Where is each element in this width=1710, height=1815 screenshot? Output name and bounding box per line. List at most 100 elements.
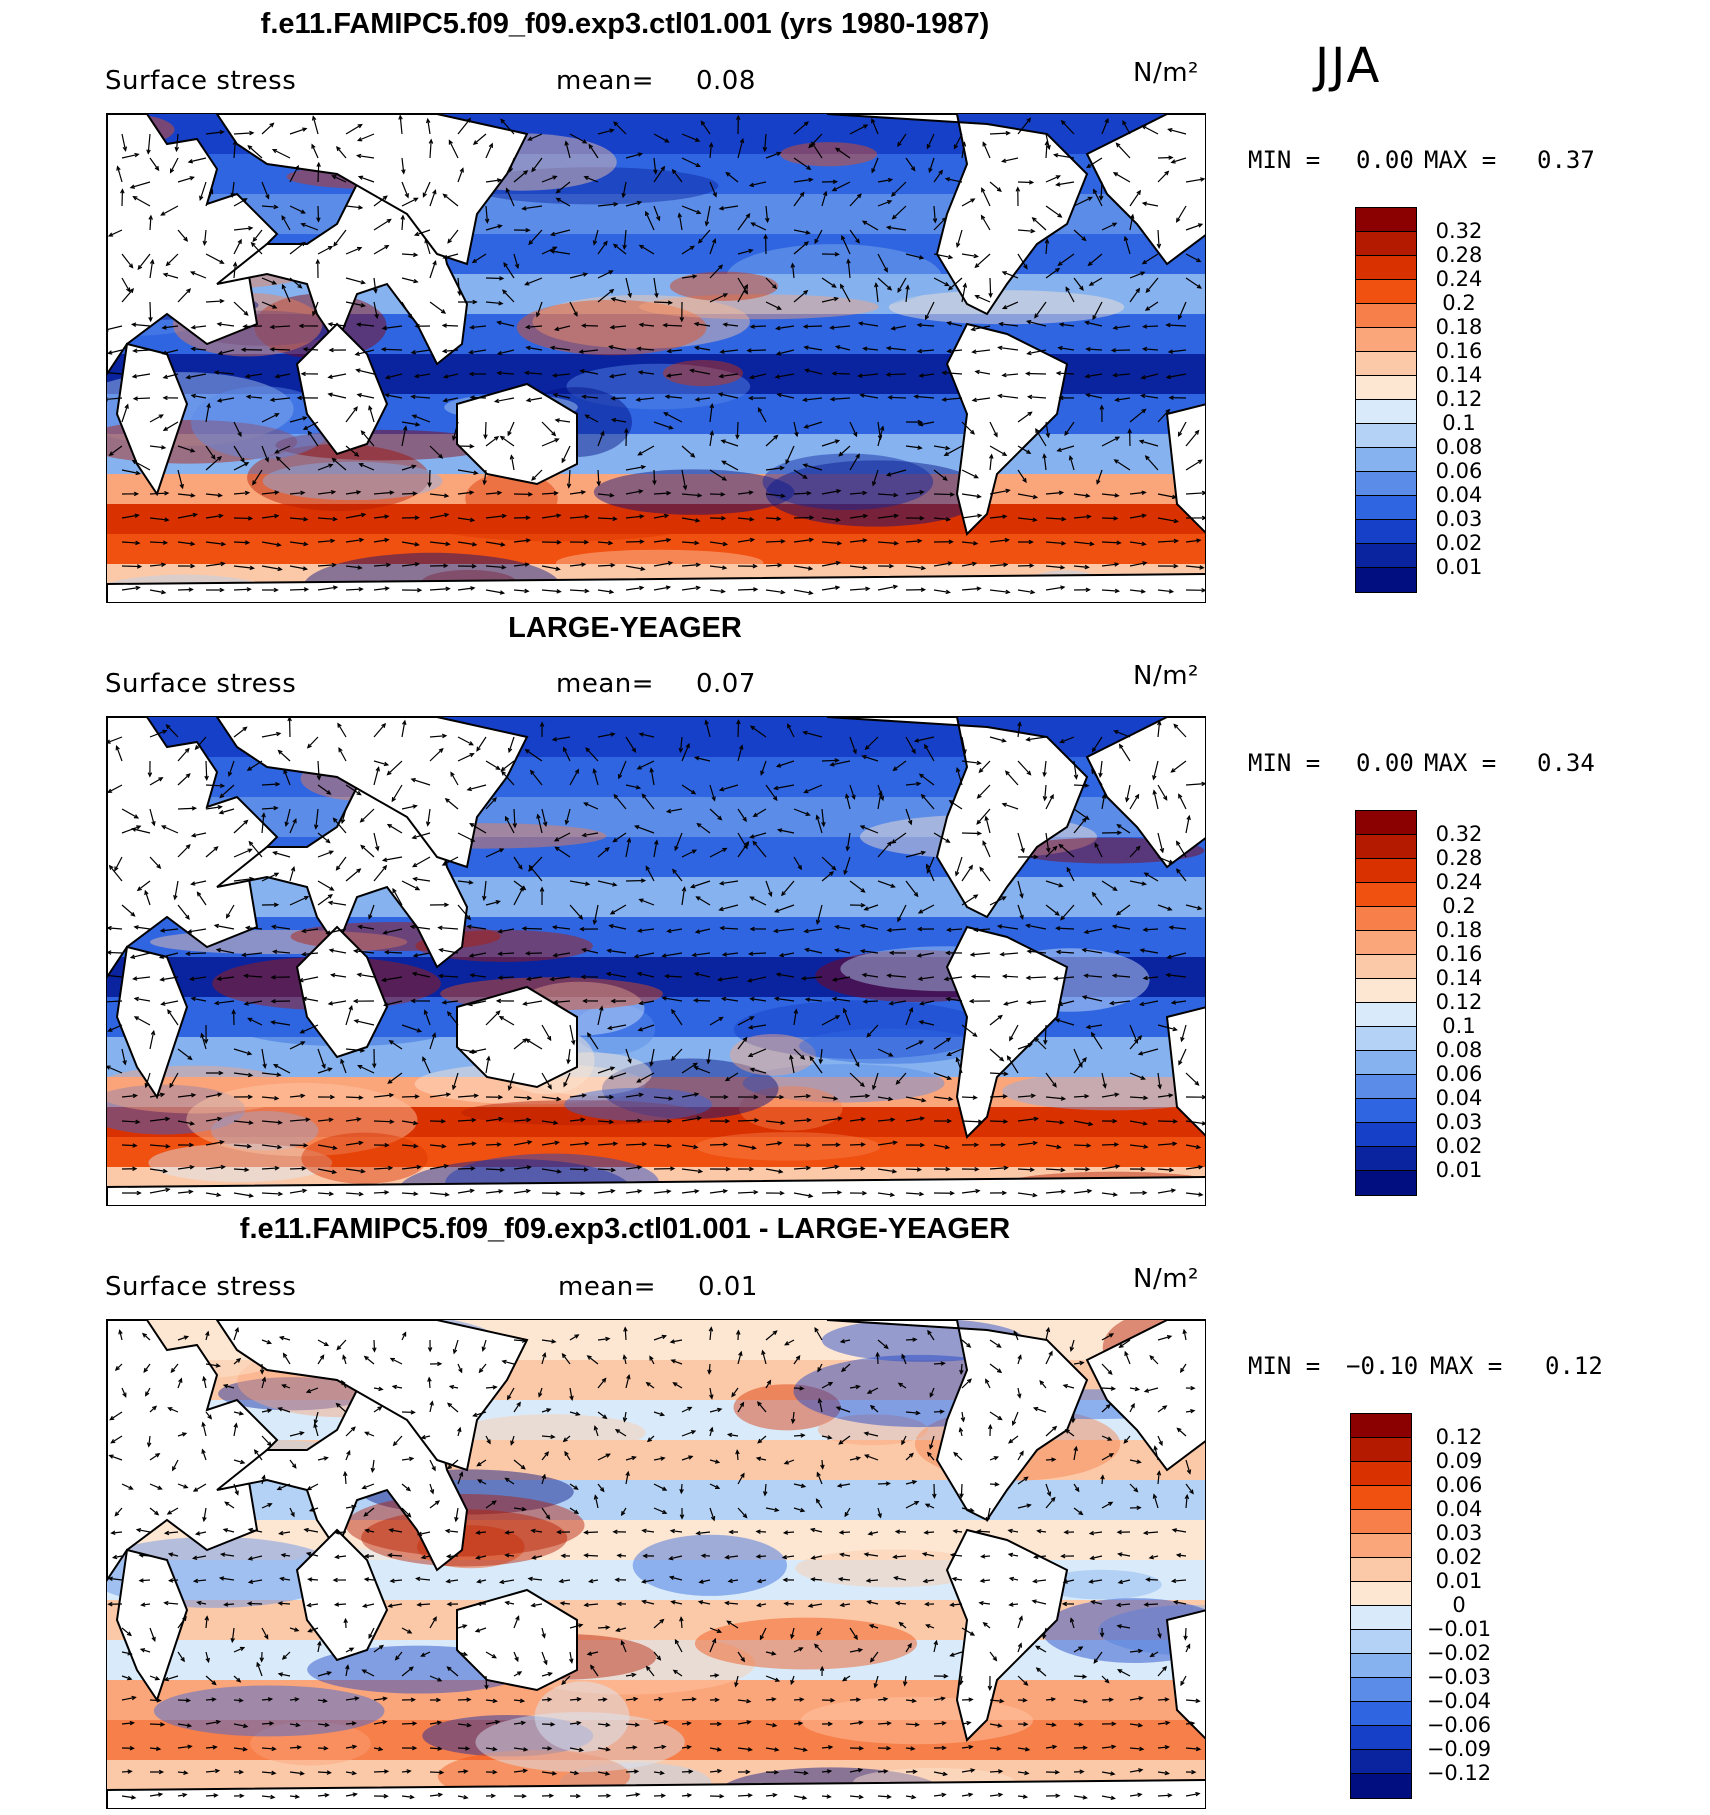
wind-arrow	[943, 445, 963, 456]
wind-arrow	[946, 1048, 963, 1057]
wind-arrow	[201, 1448, 207, 1461]
wind-arrow	[737, 213, 751, 231]
wind-arrow	[746, 976, 767, 983]
wind-arrow	[807, 1603, 823, 1608]
wind-arrow	[1115, 142, 1131, 159]
wind-arrow	[1157, 1627, 1162, 1639]
wind-arrow	[485, 224, 503, 231]
wind-arrow	[401, 464, 417, 471]
wind-arrow	[1157, 1335, 1173, 1341]
wind-arrow	[961, 894, 979, 906]
wind-arrow	[803, 928, 823, 934]
land-outline	[295, 1528, 389, 1662]
wind-arrow	[149, 157, 160, 172]
wind-arrow	[501, 770, 515, 786]
wind-arrow	[471, 253, 487, 264]
wind-arrow	[869, 1404, 879, 1413]
wind-arrow	[610, 998, 627, 1004]
wind-arrow	[121, 540, 141, 546]
wind-arrow	[1185, 1459, 1192, 1475]
wind-arrow	[541, 1140, 560, 1146]
wind-arrow	[790, 1411, 796, 1425]
land-outline	[215, 717, 529, 869]
wind-arrow	[521, 926, 543, 931]
wind-arrow	[384, 393, 403, 399]
wind-arrow	[709, 469, 728, 481]
wind-arrow	[1109, 1000, 1131, 1006]
wind-arrow	[862, 999, 879, 1004]
wind-arrow	[765, 1190, 785, 1196]
panel-3-units: N/m²	[1133, 1264, 1199, 1294]
wind-arrow	[765, 434, 779, 447]
colorbar-swatch	[1356, 979, 1416, 1003]
wind-arrow	[637, 1024, 655, 1032]
wind-arrow	[709, 1768, 723, 1774]
wind-arrow	[317, 516, 338, 522]
panel-1-min-label: MIN =	[1248, 146, 1321, 174]
wind-arrow	[373, 277, 378, 294]
wind-arrow	[1142, 927, 1159, 932]
wind-arrow	[653, 1334, 668, 1341]
wind-arrow	[1165, 373, 1187, 380]
colorbar-tick-label: 0.14	[1435, 966, 1483, 990]
wind-arrow	[412, 952, 431, 958]
colorbar-tick-label: −0.04	[1426, 1689, 1492, 1713]
wind-arrow	[642, 1553, 655, 1559]
wind-arrow	[373, 218, 392, 231]
wind-arrow	[803, 345, 823, 351]
colorbar-swatch	[1351, 1702, 1411, 1726]
wind-arrow	[274, 445, 291, 454]
wind-arrow	[947, 277, 963, 291]
wind-arrow	[177, 512, 199, 519]
wind-arrow	[1091, 768, 1103, 786]
wind-arrow	[905, 587, 927, 592]
wind-arrow	[467, 1000, 487, 1007]
wind-arrow	[1017, 493, 1039, 500]
field-blob	[694, 1617, 918, 1670]
wind-arrow	[317, 1770, 332, 1775]
wind-arrow	[781, 1554, 795, 1560]
wind-arrow	[205, 783, 226, 789]
colorbar-swatch	[1356, 1051, 1416, 1075]
colorbar-swatch	[1351, 1558, 1411, 1582]
wind-arrow	[877, 1096, 894, 1102]
colorbar-tick-label: 0.12	[1435, 990, 1483, 1014]
wind-arrow	[820, 1459, 825, 1470]
wind-arrow	[905, 1191, 925, 1197]
wind-arrow	[1175, 868, 1187, 882]
wind-arrow	[831, 181, 851, 192]
wind-arrow	[450, 771, 459, 786]
wind-arrow	[764, 205, 770, 224]
wind-arrow	[107, 372, 123, 375]
wind-arrow	[1017, 1642, 1023, 1653]
wind-arrow	[1091, 891, 1103, 906]
wind-arrow	[261, 1120, 283, 1125]
wind-arrow	[168, 1578, 179, 1583]
wind-arrow	[475, 1555, 487, 1560]
wind-arrow	[905, 808, 913, 826]
wind-arrow	[1017, 854, 1039, 860]
wind-arrow	[1129, 1483, 1139, 1493]
wind-arrow	[861, 754, 879, 762]
wind-arrow	[890, 181, 907, 197]
wind-arrow	[793, 1697, 805, 1702]
wind-arrow	[597, 540, 614, 546]
wind-arrow	[513, 1165, 532, 1170]
wind-arrow	[121, 1387, 127, 1398]
wind-arrow	[149, 1453, 161, 1461]
wind-arrow	[706, 1048, 711, 1065]
wind-arrow	[1114, 397, 1131, 402]
wind-arrow	[513, 1698, 526, 1704]
wind-arrow	[409, 924, 431, 930]
colorbar-tick-label: 0.32	[1435, 822, 1483, 846]
wind-arrow	[457, 832, 476, 842]
wind-arrow	[757, 1435, 767, 1444]
wind-arrow	[737, 1094, 759, 1100]
wind-arrow	[765, 465, 785, 471]
wind-arrow	[809, 1055, 823, 1074]
land-outline	[216, 1388, 469, 1572]
wind-arrow	[261, 587, 279, 593]
wind-arrow	[121, 1695, 137, 1701]
wind-arrow	[401, 157, 406, 175]
wind-arrow	[1112, 372, 1131, 378]
